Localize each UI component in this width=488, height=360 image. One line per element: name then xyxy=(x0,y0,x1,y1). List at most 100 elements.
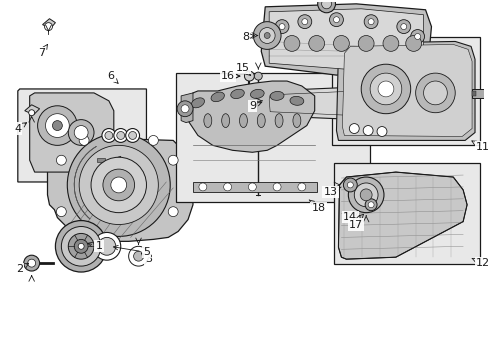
Text: 18: 18 xyxy=(308,200,325,213)
Text: 8: 8 xyxy=(242,32,254,41)
Circle shape xyxy=(254,72,262,80)
Text: 2: 2 xyxy=(16,263,28,274)
Polygon shape xyxy=(181,93,193,123)
Circle shape xyxy=(415,73,454,113)
Circle shape xyxy=(273,183,281,191)
Circle shape xyxy=(114,129,127,143)
Circle shape xyxy=(400,24,406,30)
Circle shape xyxy=(333,36,348,51)
Circle shape xyxy=(125,129,139,143)
Circle shape xyxy=(367,19,373,24)
Bar xyxy=(333,163,479,264)
Circle shape xyxy=(348,123,359,134)
Circle shape xyxy=(369,73,401,105)
Circle shape xyxy=(317,0,335,13)
Bar xyxy=(471,89,488,98)
Text: 10: 10 xyxy=(0,359,1,360)
Text: 12: 12 xyxy=(471,258,488,268)
Polygon shape xyxy=(338,172,466,259)
Circle shape xyxy=(128,131,136,139)
Text: 13: 13 xyxy=(323,187,341,197)
Circle shape xyxy=(223,183,231,191)
Polygon shape xyxy=(47,138,193,241)
Circle shape xyxy=(347,177,383,213)
Circle shape xyxy=(365,199,376,211)
Circle shape xyxy=(56,155,66,165)
Bar xyxy=(471,91,475,96)
Circle shape xyxy=(423,81,447,105)
Circle shape xyxy=(405,36,421,51)
Circle shape xyxy=(248,183,256,191)
Text: 6: 6 xyxy=(107,71,118,84)
Circle shape xyxy=(93,233,121,260)
Circle shape xyxy=(78,243,84,249)
Text: 1: 1 xyxy=(87,241,102,251)
Circle shape xyxy=(55,221,107,272)
Ellipse shape xyxy=(257,114,264,127)
Circle shape xyxy=(111,177,126,193)
Circle shape xyxy=(79,135,89,145)
Circle shape xyxy=(181,105,189,113)
Polygon shape xyxy=(342,44,471,136)
Circle shape xyxy=(360,189,371,201)
Circle shape xyxy=(364,15,377,28)
Ellipse shape xyxy=(289,96,303,105)
Circle shape xyxy=(128,246,148,266)
Circle shape xyxy=(56,207,66,217)
Ellipse shape xyxy=(250,89,264,98)
Circle shape xyxy=(361,64,410,114)
Circle shape xyxy=(346,182,352,188)
Circle shape xyxy=(333,17,339,23)
Ellipse shape xyxy=(275,114,283,127)
Circle shape xyxy=(414,33,420,40)
Circle shape xyxy=(284,36,299,51)
Circle shape xyxy=(67,134,170,237)
Circle shape xyxy=(105,131,113,139)
Circle shape xyxy=(279,24,285,30)
Circle shape xyxy=(133,251,143,261)
Circle shape xyxy=(367,202,373,208)
Text: 7: 7 xyxy=(38,45,47,58)
Circle shape xyxy=(91,157,146,213)
Circle shape xyxy=(68,233,94,259)
Polygon shape xyxy=(115,156,121,165)
Circle shape xyxy=(102,129,116,143)
Circle shape xyxy=(168,155,178,165)
Circle shape xyxy=(321,0,331,9)
Circle shape xyxy=(61,226,101,266)
Text: 17: 17 xyxy=(348,215,363,230)
Text: 16: 16 xyxy=(220,71,239,81)
Polygon shape xyxy=(268,9,423,70)
Circle shape xyxy=(329,13,343,27)
Circle shape xyxy=(377,81,393,97)
Bar xyxy=(331,36,479,145)
Text: 11: 11 xyxy=(471,141,488,152)
Circle shape xyxy=(24,255,40,271)
Circle shape xyxy=(297,183,305,191)
Circle shape xyxy=(102,169,134,201)
Text: 15: 15 xyxy=(235,63,250,76)
Circle shape xyxy=(363,126,372,135)
Text: 9: 9 xyxy=(248,101,261,111)
Circle shape xyxy=(259,28,275,44)
Bar xyxy=(97,158,105,162)
Text: 5: 5 xyxy=(113,246,150,257)
Circle shape xyxy=(382,36,398,51)
Circle shape xyxy=(44,23,52,31)
Bar xyxy=(176,73,369,202)
Circle shape xyxy=(177,101,193,117)
Ellipse shape xyxy=(292,114,300,127)
Circle shape xyxy=(396,20,410,33)
Polygon shape xyxy=(185,81,314,152)
Circle shape xyxy=(275,20,288,33)
Text: 14: 14 xyxy=(343,211,358,222)
Ellipse shape xyxy=(230,89,244,99)
Ellipse shape xyxy=(191,98,204,108)
Ellipse shape xyxy=(211,92,224,102)
Circle shape xyxy=(343,178,357,192)
Circle shape xyxy=(358,36,373,51)
Circle shape xyxy=(74,126,88,139)
Text: 3: 3 xyxy=(141,253,152,264)
Polygon shape xyxy=(193,182,316,192)
Circle shape xyxy=(301,19,307,24)
